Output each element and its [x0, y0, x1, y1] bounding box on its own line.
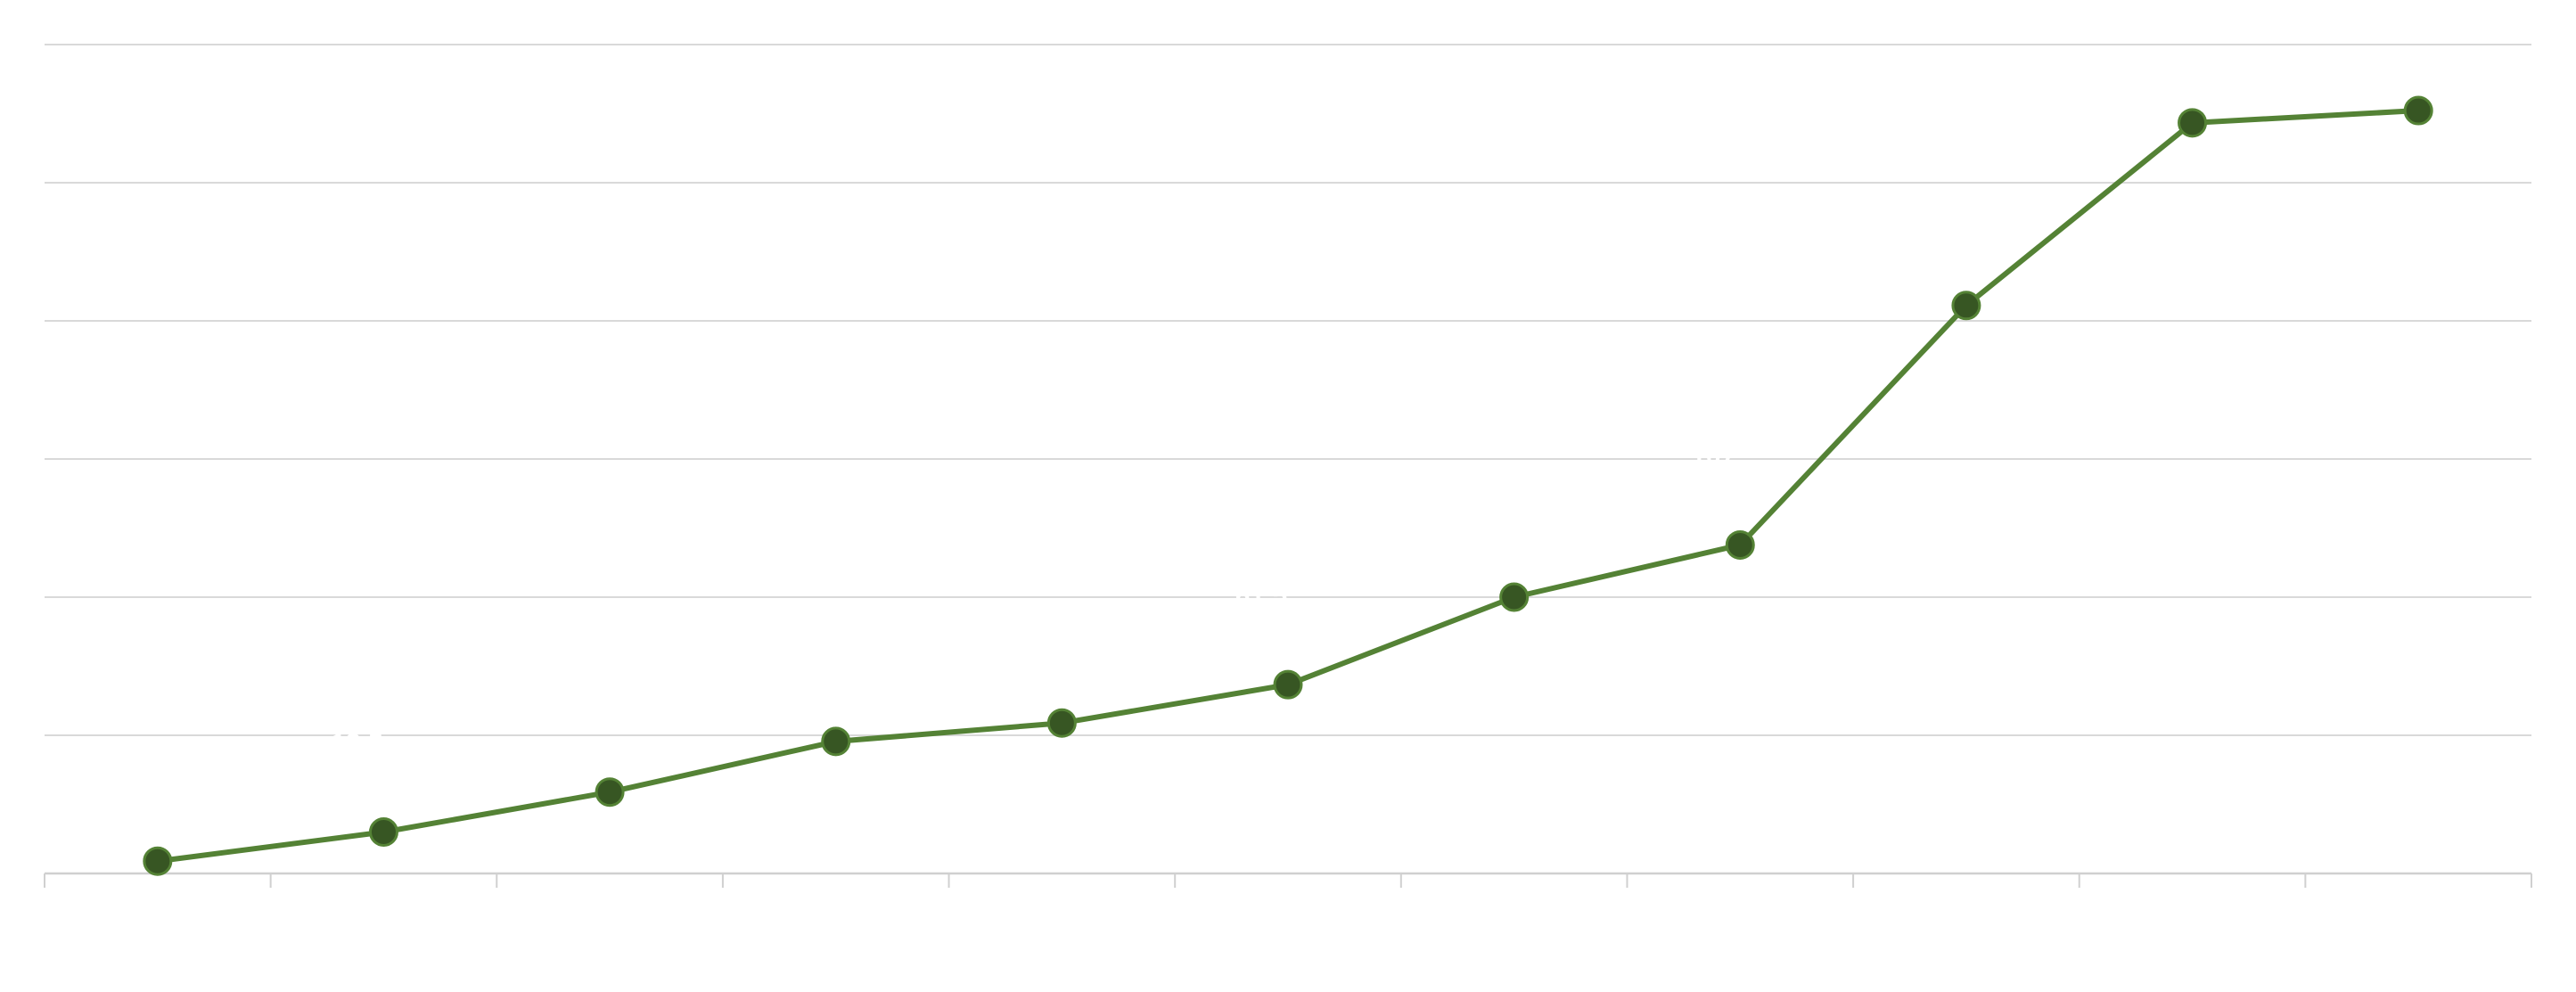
data-label-7: 107	[1691, 441, 1735, 471]
series	[143, 95, 2433, 876]
data-point-5	[1273, 669, 1303, 700]
data-point-2	[595, 777, 625, 808]
data-label-1: 13.5	[331, 729, 382, 758]
data-label-8: 185	[1917, 202, 1962, 232]
data-label-3: 43	[794, 638, 824, 668]
data-label-4: 49	[1021, 619, 1050, 649]
data-label-6: 90	[1473, 494, 1502, 523]
data-point-7	[1725, 529, 1755, 560]
series-line-0	[154, 108, 2422, 865]
data-label-5: 61.5	[1235, 581, 1287, 611]
data-point-8	[1951, 291, 1981, 321]
data-point-1	[368, 817, 398, 847]
data-label-10: 248.5	[2359, 7, 2425, 37]
data-point-10	[2403, 95, 2433, 126]
data-point-9	[2178, 108, 2208, 138]
data-label-9: 244.5	[2132, 20, 2199, 49]
data-label-2: 26.5	[557, 689, 609, 718]
x-axis	[44, 872, 2532, 888]
data-point-4	[1046, 708, 1077, 738]
data-point-6	[1499, 582, 1530, 612]
gridlines	[45, 44, 2531, 736]
data-point-0	[143, 846, 173, 876]
data-label-0: 4	[123, 758, 138, 787]
data-point-3	[821, 726, 851, 757]
data-labels: 4 13.5 26.5 43 49 61.5 90 107 185 244.5 248.5	[123, 7, 2424, 787]
